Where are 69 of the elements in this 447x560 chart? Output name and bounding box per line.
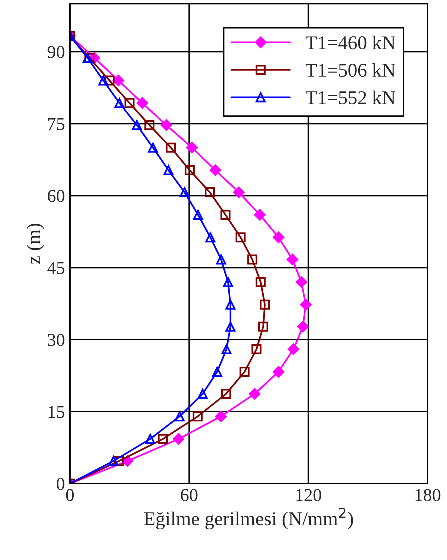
y-tick-label: 45 bbox=[48, 262, 65, 274]
point bbox=[212, 367, 222, 378]
point bbox=[240, 367, 250, 378]
point bbox=[122, 456, 134, 468]
point bbox=[174, 412, 185, 422]
point bbox=[158, 434, 168, 444]
point bbox=[252, 344, 262, 354]
point bbox=[286, 254, 298, 266]
y-axis-title: z (m) bbox=[26, 224, 44, 264]
point bbox=[249, 388, 261, 400]
point bbox=[148, 142, 158, 153]
point bbox=[160, 120, 172, 132]
y-tick-label: 75 bbox=[48, 118, 65, 130]
point bbox=[226, 300, 236, 310]
legend-label: T1=506 kN bbox=[306, 63, 396, 78]
y-tick-label: 60 bbox=[48, 190, 65, 202]
point bbox=[273, 366, 285, 378]
point bbox=[258, 322, 268, 332]
point bbox=[184, 165, 195, 176]
point bbox=[114, 98, 125, 108]
y-tick-label: 90 bbox=[48, 46, 65, 58]
point bbox=[248, 254, 258, 265]
y-tick-label: 0 bbox=[56, 478, 65, 490]
point bbox=[296, 276, 308, 288]
point bbox=[215, 410, 227, 422]
point bbox=[223, 277, 234, 288]
x-tick-label: 120 bbox=[296, 489, 322, 502]
point bbox=[273, 232, 285, 244]
legend-label: T1=460 kN bbox=[306, 36, 396, 50]
y-tick-label: 15 bbox=[48, 406, 65, 418]
point bbox=[124, 98, 135, 108]
point bbox=[136, 98, 148, 110]
point bbox=[288, 344, 300, 356]
point bbox=[198, 389, 208, 400]
point bbox=[220, 210, 231, 220]
point bbox=[145, 434, 156, 444]
point bbox=[297, 321, 309, 333]
legend-label: T1=552 kN bbox=[306, 90, 396, 105]
point bbox=[192, 412, 203, 422]
point bbox=[108, 456, 119, 466]
point bbox=[173, 433, 185, 445]
y-tick-label: 30 bbox=[48, 334, 65, 346]
point bbox=[210, 164, 222, 176]
point bbox=[166, 142, 176, 153]
point bbox=[233, 186, 245, 198]
point bbox=[132, 120, 142, 130]
x-tick-label: 180 bbox=[416, 489, 441, 502]
point bbox=[205, 188, 216, 198]
x-tick-label: 0 bbox=[66, 489, 74, 502]
point bbox=[112, 74, 124, 86]
x-tick-label: 60 bbox=[181, 489, 198, 502]
point bbox=[98, 76, 109, 86]
point bbox=[236, 232, 246, 243]
point bbox=[221, 389, 232, 400]
point bbox=[164, 165, 174, 176]
point bbox=[226, 322, 236, 332]
point bbox=[216, 254, 226, 265]
point bbox=[254, 209, 266, 221]
x-axis-title: Eğilme gerilmesi (N/mm$^{2}$) bbox=[144, 508, 354, 530]
point bbox=[260, 300, 270, 310]
point bbox=[114, 456, 124, 466]
point bbox=[222, 344, 232, 354]
point bbox=[206, 232, 216, 243]
point bbox=[193, 210, 204, 220]
point bbox=[180, 188, 190, 198]
point bbox=[256, 277, 266, 288]
point bbox=[300, 299, 312, 311]
point bbox=[186, 142, 198, 154]
point bbox=[144, 120, 155, 130]
